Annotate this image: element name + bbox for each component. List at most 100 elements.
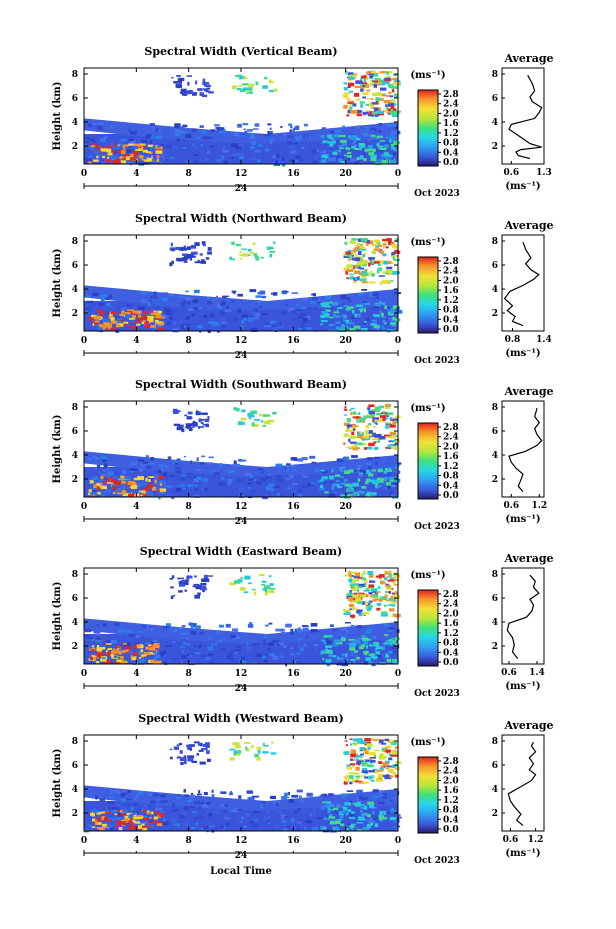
heatmap-cell <box>343 94 349 98</box>
heatmap-cell <box>186 75 192 77</box>
heatmap-cell <box>353 325 361 329</box>
heatmap-cell <box>150 457 154 461</box>
heatmap-cell <box>352 742 357 745</box>
heatmap-cell <box>189 747 192 751</box>
heatmap-cell <box>90 492 97 495</box>
average-title: Average <box>503 52 553 65</box>
heatmap-cell <box>365 481 369 485</box>
heatmap-cell <box>297 644 302 648</box>
heatmap-cell <box>328 305 331 308</box>
heatmap-cell <box>386 482 391 486</box>
heatmap-cell <box>171 260 174 265</box>
heatmap-cell <box>245 90 250 94</box>
heatmap-cell <box>350 763 356 766</box>
heatmap-cell <box>122 809 128 813</box>
heatmap-cell <box>270 488 274 492</box>
heatmap-cell <box>200 260 206 264</box>
heatmap-cell <box>356 656 360 660</box>
heatmap-cell <box>144 804 147 807</box>
heatmap-cell <box>386 436 391 439</box>
heatmap-cell <box>116 318 123 320</box>
heatmap-cell <box>388 317 394 320</box>
heatmap-cell <box>364 84 370 88</box>
heatmap-cell <box>387 84 394 87</box>
heatmap-cell <box>156 312 161 315</box>
heatmap-cell <box>86 137 90 140</box>
heatmap-cell <box>224 309 232 313</box>
heatmap-cell <box>146 134 152 137</box>
heatmap-cell <box>120 792 126 797</box>
heatmap-cell <box>197 307 203 310</box>
heatmap-cell <box>321 154 328 158</box>
y-tick-label: 6 <box>72 427 78 437</box>
heatmap-cell <box>268 622 273 625</box>
panel-3: Spectral Width (Southward Beam)0 4 8 12 16 20… <box>52 378 554 532</box>
heatmap-cell <box>262 588 268 591</box>
heatmap-cell <box>302 627 309 632</box>
heatmap-cell <box>235 645 242 648</box>
heatmap-cell <box>387 444 394 448</box>
heatmap-cell <box>153 483 160 486</box>
heatmap-cell <box>176 808 179 811</box>
heatmap-cell <box>285 477 291 480</box>
heatmap-cell <box>339 469 342 472</box>
heatmap-cell <box>92 486 97 490</box>
heatmap-cell <box>120 319 124 322</box>
heatmap-cell <box>284 792 289 796</box>
heatmap-cell <box>385 591 391 593</box>
heatmap-cell <box>158 478 163 481</box>
heatmap-cell <box>331 817 334 822</box>
heatmap-cell <box>350 659 356 661</box>
heatmap-cell <box>138 313 141 317</box>
heatmap-cell <box>376 418 383 422</box>
heatmap-cell <box>273 800 280 804</box>
heatmap-cell <box>393 259 400 261</box>
date-label: Oct 2023 <box>414 522 460 532</box>
heatmap-cell <box>385 653 389 657</box>
heatmap-cell <box>247 412 253 417</box>
heatmap-cell <box>378 599 383 602</box>
heatmap-cell <box>357 266 361 269</box>
heatmap-cell <box>158 475 164 480</box>
heatmap-cell <box>345 653 348 657</box>
heatmap-cell <box>247 319 255 322</box>
heatmap-cell <box>85 158 92 162</box>
heatmap-cell <box>362 434 370 439</box>
heatmap-cell <box>261 580 267 583</box>
heatmap-cell <box>172 594 176 597</box>
heatmap-cell <box>171 77 174 79</box>
heatmap-cell <box>100 485 107 490</box>
heatmap-cell <box>155 644 160 649</box>
colorbar-tick-label: 0.0 <box>443 325 459 335</box>
heatmap-cell <box>370 323 377 326</box>
heatmap-cell <box>358 472 363 475</box>
heatmap-cell <box>163 132 170 136</box>
heatmap-cell <box>385 485 391 489</box>
heatmap-cell <box>190 631 197 635</box>
heatmap-cell <box>200 801 205 804</box>
heatmap-cell <box>248 622 253 626</box>
heatmap-cell <box>187 253 194 258</box>
heatmap-cell <box>348 772 355 774</box>
heatmap-cell <box>343 304 348 307</box>
heatmap-cell <box>360 775 366 777</box>
heatmap-cell <box>121 481 127 483</box>
heatmap-cell <box>263 642 267 646</box>
heatmap-cell <box>365 645 368 649</box>
heatmap-cell <box>385 750 391 753</box>
heatmap-cell <box>204 799 211 804</box>
heatmap-cell <box>86 637 94 640</box>
heatmap-cell <box>155 480 159 484</box>
heatmap-cell <box>355 137 361 141</box>
heatmap-cell <box>377 774 383 779</box>
heatmap-cell <box>187 298 194 300</box>
heatmap-cell <box>350 624 355 628</box>
heatmap-cell <box>343 776 347 780</box>
heatmap-cell <box>394 249 400 252</box>
heatmap-cell <box>296 303 299 306</box>
heatmap-cell <box>178 320 183 324</box>
heatmap-cell <box>338 150 341 152</box>
heatmap-cell <box>385 71 393 74</box>
heatmap-cell <box>110 660 113 663</box>
heatmap-cell <box>150 800 156 804</box>
